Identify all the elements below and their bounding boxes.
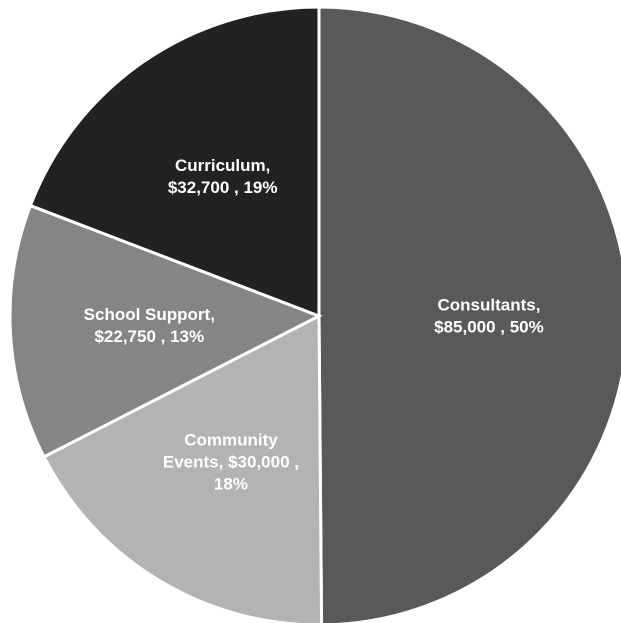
pie-label-consultants: Consultants, $85,000 , 50% [434,295,544,336]
pie-label-line: Community [184,430,278,449]
pie-label-line: Events, $30,000 , [163,452,299,471]
pie-label-line: 18% [214,474,248,493]
pie-slices [8,5,621,623]
pie-label-school-support: School Support, $22,750 , 13% [84,305,215,346]
pie-label-line: $32,700 , 19% [168,178,278,197]
pie-label-line: $22,750 , 13% [94,327,204,346]
pie-labels: Consultants, $85,000 , 50% Community Events… [84,156,544,493]
pie-label-line: Curriculum, [175,156,270,175]
pie-label-line: School Support, [84,305,215,324]
pie-label-line: $85,000 , 50% [434,317,544,336]
pie-label-line: Consultants, [437,295,540,314]
pie-label-curriculum: Curriculum, $32,700 , 19% [168,156,278,197]
pie-slice-school-support [8,203,323,459]
pie-slice-consultants [317,5,621,623]
pie-slice-curriculum [28,5,321,319]
pie-label-community-events: Community Events, $30,000 , 18% [163,430,299,493]
